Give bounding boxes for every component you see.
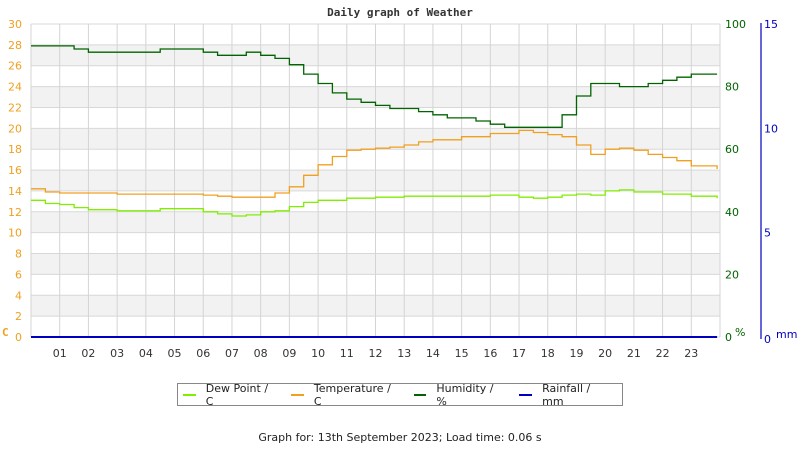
x-tick: 06 — [196, 347, 210, 360]
dew-series-line — [31, 189, 718, 217]
y-tick-humidity: 40 — [725, 206, 739, 219]
x-tick: 14 — [426, 347, 440, 360]
y-tick-rain: 0 — [764, 333, 771, 346]
legend-label: Humidity / % — [436, 381, 494, 408]
legend-item: Dew Point / C — [183, 382, 278, 408]
footer-status: Graph for: 13th September 2023; Load tim… — [258, 431, 542, 444]
x-tick: 18 — [541, 347, 555, 360]
legend-swatch-icon — [183, 393, 196, 396]
x-tick: 01 — [53, 347, 67, 360]
x-tick: 04 — [139, 347, 153, 360]
x-tick: 21 — [627, 347, 641, 360]
y-tick-left: 14 — [8, 185, 22, 198]
chart-title: Daily graph of Weather — [327, 6, 473, 19]
legend-item: Temperature / C — [291, 382, 401, 408]
y-tick-left: 2 — [15, 310, 22, 323]
y-tick-left: 4 — [15, 289, 22, 302]
y-axis-label-rain: mm — [776, 328, 797, 341]
humidity-series-line — [31, 45, 718, 128]
y-axis-label-humidity: % — [735, 326, 745, 339]
y-tick-rain: 15 — [764, 18, 778, 31]
y-tick-rain: 5 — [764, 227, 771, 240]
x-tick: 11 — [340, 347, 354, 360]
y-tick-left: 24 — [8, 81, 22, 94]
y-tick-left: 16 — [8, 164, 22, 177]
x-tick: 22 — [656, 347, 670, 360]
y-tick-left: 6 — [15, 268, 22, 281]
x-tick: 10 — [311, 347, 325, 360]
y-tick-left: 30 — [8, 18, 22, 31]
x-tick: 15 — [455, 347, 469, 360]
y-tick-left: 8 — [15, 248, 22, 261]
legend-swatch-icon — [291, 393, 304, 396]
x-tick: 05 — [168, 347, 182, 360]
y-tick-left: 20 — [8, 122, 22, 135]
y-tick-humidity: 0 — [725, 331, 732, 344]
legend-label: Rainfall / mm — [542, 381, 591, 408]
legend-swatch-icon — [519, 393, 533, 396]
y-tick-left: 10 — [8, 227, 22, 240]
x-tick: 17 — [512, 347, 526, 360]
x-tick: 07 — [225, 347, 239, 360]
y-tick-left: 26 — [8, 60, 22, 73]
x-tick: 19 — [569, 347, 583, 360]
x-tick: 20 — [598, 347, 612, 360]
y-tick-humidity: 100 — [725, 18, 746, 31]
x-tick: 13 — [397, 347, 411, 360]
y-tick-left: 18 — [8, 143, 22, 156]
legend-label: Temperature / C — [313, 381, 391, 408]
x-tick: 09 — [282, 347, 296, 360]
x-tick: 16 — [483, 347, 497, 360]
chart-legend: Dew Point / C Temperature / C Humidity / %… — [177, 381, 623, 408]
y-tick-humidity: 60 — [725, 143, 739, 156]
legend-item: Humidity / % — [413, 381, 507, 408]
y-axis-label-left: C — [2, 326, 9, 339]
y-tick-left: 12 — [8, 206, 22, 219]
legend-label: Dew Point / C — [205, 381, 269, 408]
x-tick: 03 — [110, 347, 124, 360]
y-tick-rain: 10 — [764, 122, 778, 135]
y-tick-humidity: 80 — [725, 81, 739, 94]
y-tick-left: 0 — [15, 331, 22, 344]
legend-item: Rainfall / mm — [519, 382, 614, 408]
y-tick-left: 28 — [8, 39, 22, 52]
x-tick: 12 — [369, 347, 383, 360]
y-tick-humidity: 20 — [725, 268, 739, 281]
x-tick: 08 — [254, 347, 268, 360]
temperature-series-line — [31, 129, 718, 198]
y-tick-left: 22 — [8, 101, 22, 114]
x-tick: 02 — [81, 347, 95, 360]
x-tick: 23 — [684, 347, 698, 360]
legend-swatch-icon — [413, 393, 427, 396]
